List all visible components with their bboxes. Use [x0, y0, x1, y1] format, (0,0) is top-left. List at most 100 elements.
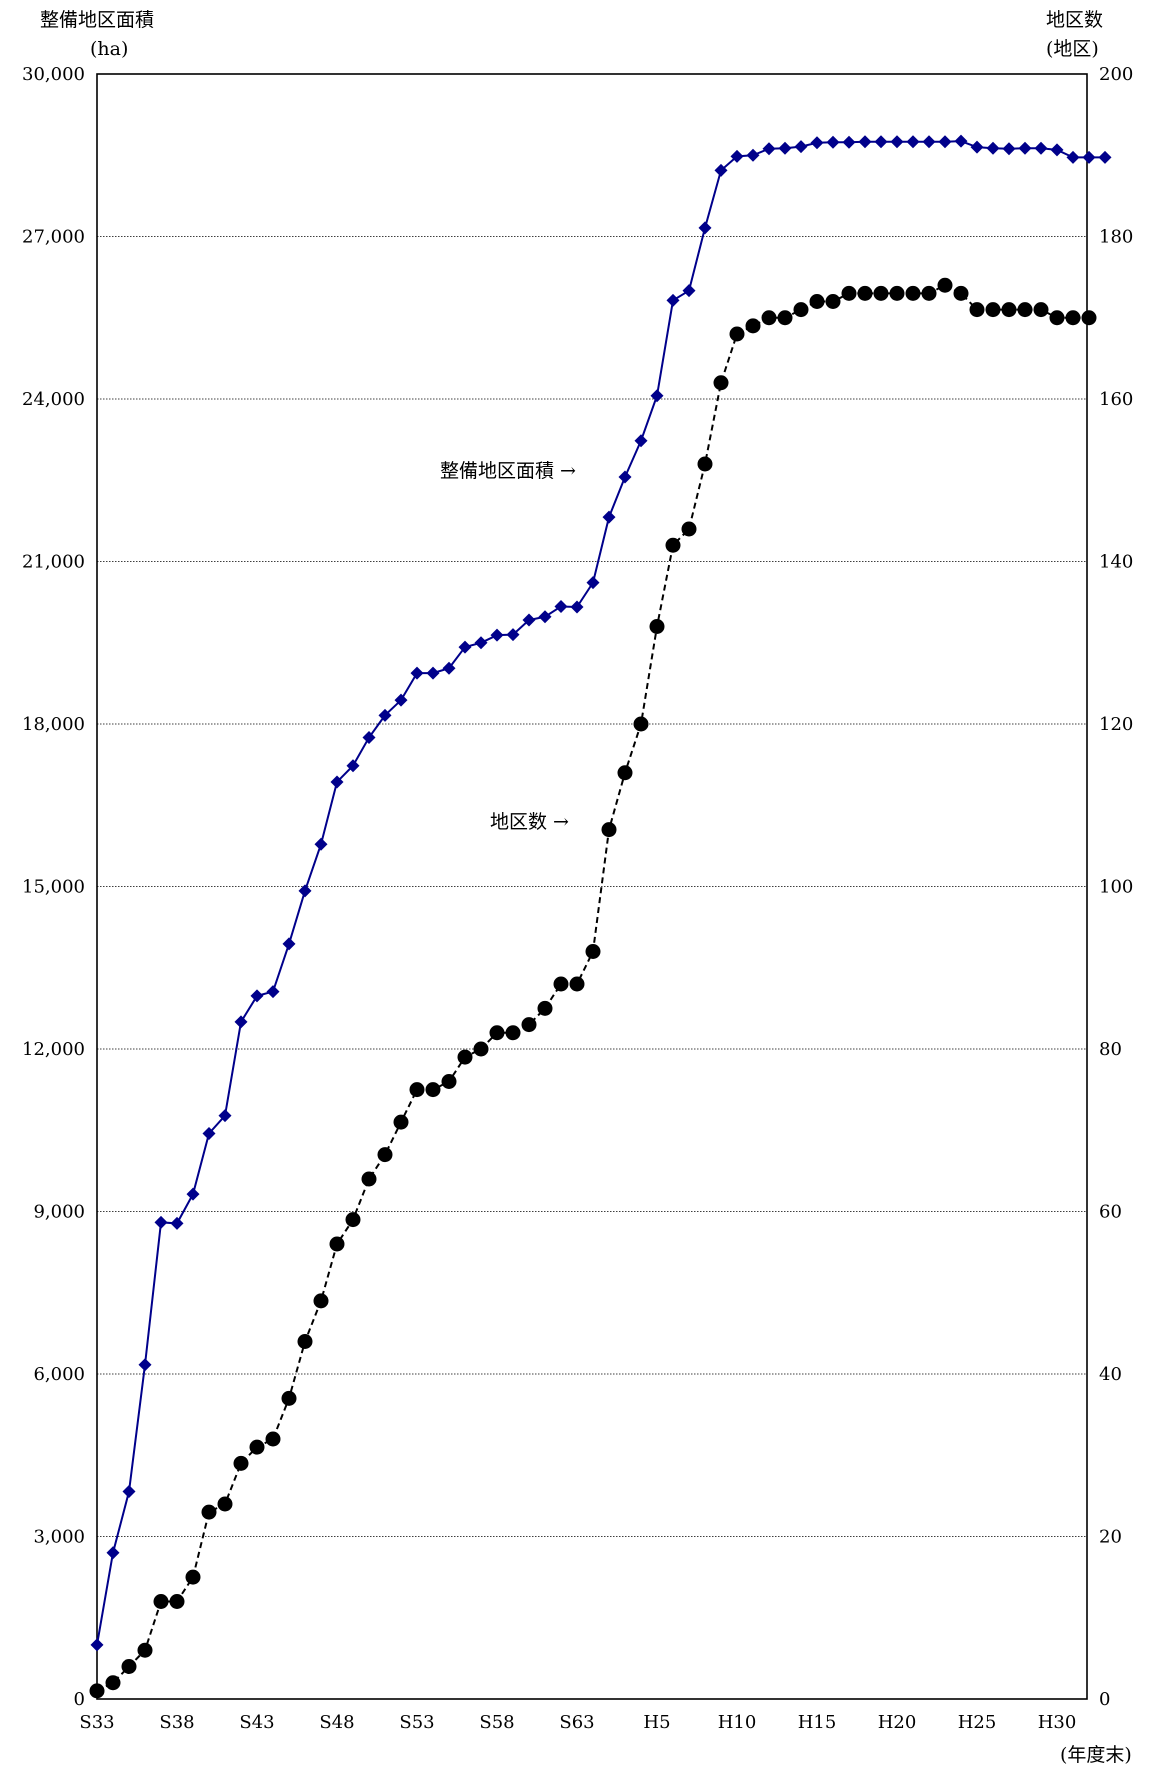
count-point: [153, 1594, 169, 1609]
count-point: [185, 1569, 201, 1585]
area-point: [250, 989, 264, 1003]
count-point: [761, 310, 777, 326]
count-point: [281, 1390, 297, 1406]
plot-frame: [96, 73, 1088, 1700]
area-point: [634, 434, 648, 448]
area-point: [202, 1127, 216, 1140]
area-point: [746, 148, 760, 162]
right-axis-unit: (地区): [1046, 38, 1099, 60]
area-point: [682, 284, 696, 298]
area-point: [1034, 141, 1048, 155]
left-tick-label: 18,000: [22, 714, 85, 735]
area-point: [602, 510, 616, 524]
area-point: [538, 610, 552, 624]
right-tick-label: 60: [1099, 1202, 1122, 1223]
area-point: [522, 613, 536, 627]
area-point: [490, 628, 504, 642]
count-point: [521, 1017, 537, 1033]
count-point: [249, 1439, 265, 1455]
count-point: [649, 619, 665, 634]
count-point: [825, 294, 841, 309]
area-series-line: [96, 140, 1105, 1646]
area-point: [794, 140, 808, 154]
count-point: [1001, 302, 1017, 318]
x-tick-label: H5: [643, 1712, 670, 1733]
area-point: [954, 134, 968, 148]
right-tick-label: 20: [1099, 1527, 1122, 1548]
area-point: [714, 163, 728, 177]
count-point: [777, 310, 793, 326]
left-tick-label: 15,000: [22, 877, 85, 898]
count-point: [745, 318, 761, 334]
right-axis-ticks: 0 20 40 60 80 100 120 140 160 180 200: [1099, 64, 1133, 1710]
x-axis-ticks: S33 S38 S43 S48 S53 S58 S63 H5 H10 H15 H20 H25 H30: [79, 1712, 1076, 1733]
right-tick-label: 200: [1099, 64, 1133, 85]
count-point: [361, 1171, 377, 1187]
count-point: [969, 302, 985, 318]
count-point: [841, 285, 857, 301]
count-point: [553, 976, 569, 992]
count-point: [1049, 310, 1065, 326]
area-point: [154, 1215, 168, 1229]
count-point: [329, 1236, 345, 1252]
x-tick-label: H20: [878, 1712, 917, 1733]
left-tick-label: 27,000: [22, 227, 85, 248]
count-point: [697, 456, 713, 472]
right-tick-label: 100: [1099, 877, 1133, 898]
count-point: [201, 1504, 217, 1520]
area-point: [506, 628, 520, 642]
area-point: [394, 693, 408, 707]
x-tick-label: S53: [399, 1712, 434, 1733]
area-point: [666, 293, 680, 307]
left-axis-ticks: 0 3,000 6,000 9,000 12,000 15,000 18,000 21,000…: [22, 64, 85, 1710]
area-point: [1082, 150, 1096, 164]
area-series-annotation: 整備地区面積 →: [440, 460, 576, 482]
area-point: [618, 470, 632, 484]
count-point: [921, 285, 937, 301]
count-point: [953, 285, 969, 301]
right-tick-label: 0: [1099, 1689, 1110, 1710]
x-tick-label: S58: [479, 1712, 514, 1733]
area-point: [698, 221, 712, 235]
right-tick-label: 120: [1099, 714, 1133, 735]
count-point: [809, 294, 825, 309]
area-point: [458, 640, 472, 654]
area-point: [890, 135, 904, 149]
x-tick-label: H10: [718, 1712, 757, 1733]
series-area-line: [90, 134, 1112, 1652]
count-point: [1033, 302, 1049, 318]
area-point: [650, 389, 664, 403]
area-point: [314, 837, 328, 851]
area-point: [762, 142, 776, 156]
x-tick-label: H25: [958, 1712, 997, 1733]
area-point: [106, 1546, 120, 1560]
area-point: [426, 666, 440, 680]
area-point: [1066, 150, 1080, 164]
x-tick-label: S38: [159, 1712, 194, 1733]
count-point: [393, 1114, 409, 1130]
x-tick-label: S43: [239, 1712, 274, 1733]
count-point: [873, 285, 889, 301]
count-point: [665, 537, 681, 553]
area-point: [858, 135, 872, 149]
count-point: [169, 1594, 185, 1609]
area-point: [218, 1109, 232, 1123]
left-tick-label: 30,000: [22, 64, 85, 85]
left-tick-label: 21,000: [22, 552, 85, 573]
count-point: [585, 944, 601, 959]
right-tick-label: 180: [1099, 227, 1133, 248]
area-point: [842, 135, 856, 149]
count-point: [473, 1041, 489, 1057]
count-point: [377, 1147, 393, 1163]
count-point: [729, 326, 745, 342]
area-point: [874, 135, 888, 149]
area-point: [234, 1015, 248, 1029]
count-point: [505, 1025, 521, 1041]
area-point: [266, 985, 280, 999]
x-tick-label: H30: [1038, 1712, 1077, 1733]
count-point: [137, 1642, 153, 1658]
left-tick-label: 24,000: [22, 389, 85, 410]
count-point: [857, 285, 873, 301]
area-point: [826, 135, 840, 149]
count-series-line: [96, 284, 1089, 1692]
